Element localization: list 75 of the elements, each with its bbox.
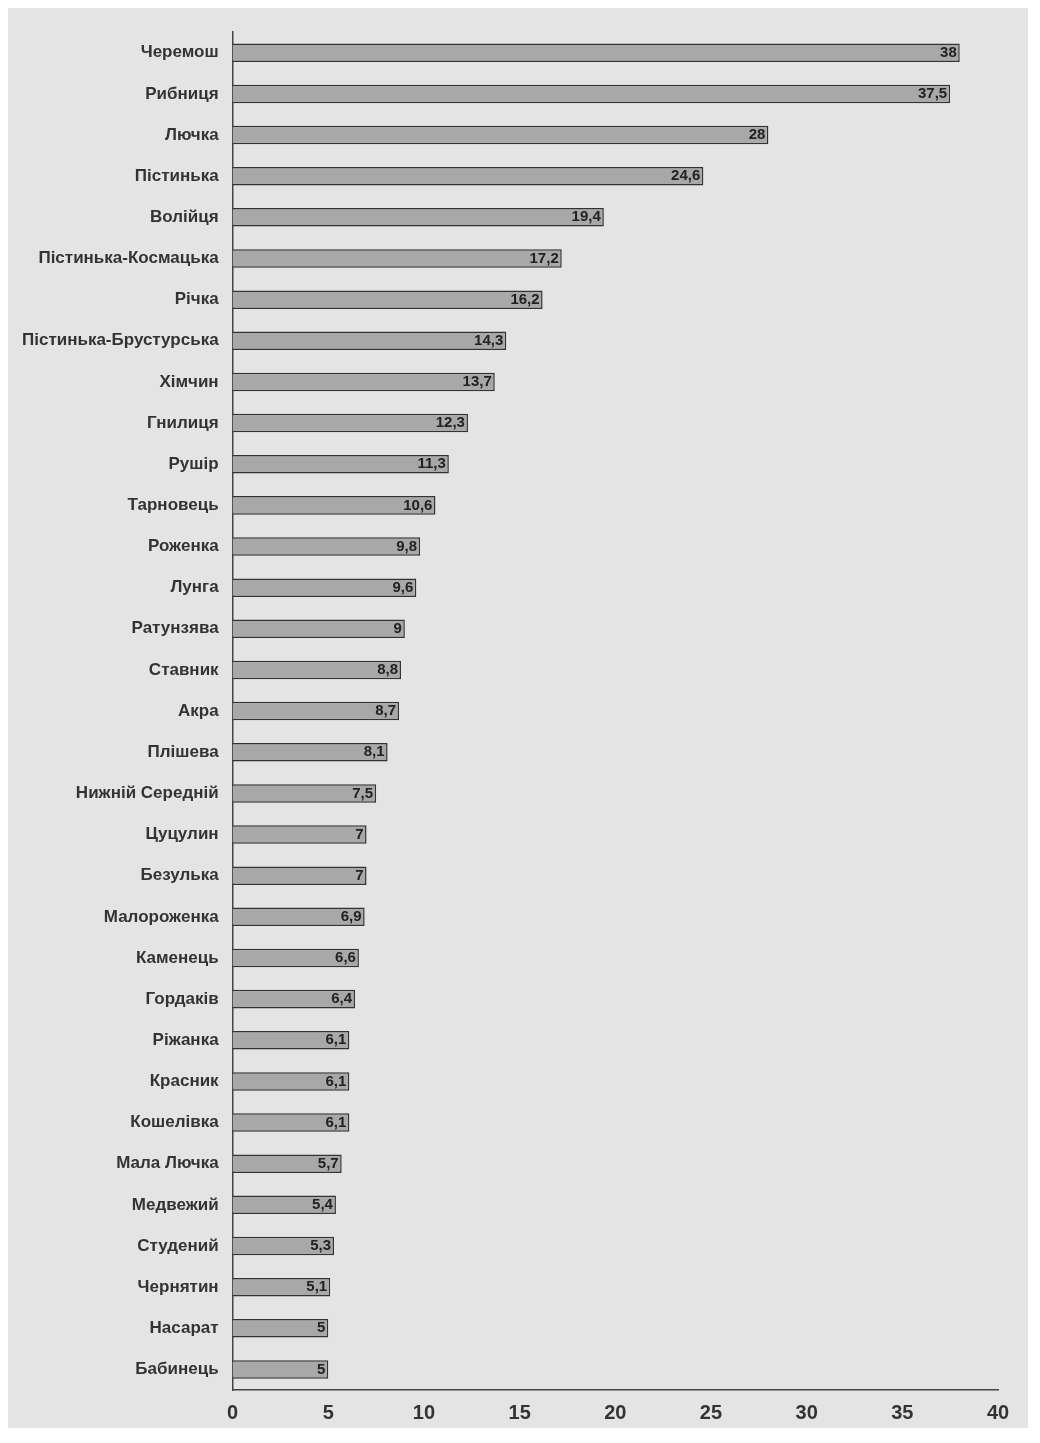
y-tick-label: Ратунзява — [131, 618, 220, 638]
data-label: 6,9 — [340, 906, 362, 924]
y-tick-label: Річка — [174, 289, 220, 309]
data-label: 16,2 — [510, 289, 540, 307]
y-tick-label: Рушір — [168, 453, 219, 473]
data-label: 7 — [355, 865, 364, 883]
x-tick-label: 15 — [508, 1400, 531, 1423]
x-tick-label: 35 — [891, 1400, 914, 1423]
x-tick-label: 0 — [227, 1400, 239, 1423]
data-label: 6,1 — [325, 1071, 347, 1089]
y-tick-label: Рибниця — [145, 83, 219, 103]
x-tick-label: 10 — [412, 1400, 436, 1423]
data-label: 14,3 — [474, 330, 504, 348]
y-tick-label: Бабинець — [135, 1359, 219, 1379]
y-tick-label: Красник — [149, 1071, 220, 1091]
data-label: 9,8 — [396, 536, 418, 554]
y-tick-label: Лючка — [164, 124, 220, 144]
data-label: 10,6 — [403, 495, 433, 513]
y-tick-label: Кошелівка — [130, 1112, 220, 1132]
data-label: 28 — [748, 125, 766, 143]
data-label: 6,6 — [335, 948, 356, 966]
x-tick-label: 5 — [322, 1400, 334, 1423]
data-label: 38 — [940, 42, 957, 60]
data-label: 6,4 — [331, 989, 353, 1007]
data-label: 5 — [316, 1359, 326, 1377]
y-tick-label: Тарновець — [127, 495, 219, 515]
y-tick-label: Хімчин — [159, 371, 219, 391]
y-tick-label: Лунга — [170, 577, 220, 597]
data-label: 5 — [316, 1318, 326, 1336]
y-tick-label: Малороженка — [103, 906, 220, 926]
data-label: 6,1 — [325, 1030, 347, 1048]
y-tick-label: Студений — [137, 1235, 219, 1255]
y-tick-label: Гордаків — [145, 988, 219, 1008]
y-tick-label: Акра — [177, 700, 220, 720]
y-tick-label: Гнилиця — [147, 412, 219, 432]
y-tick-label: Медвежий — [131, 1194, 219, 1214]
y-tick-label: Безулька — [140, 865, 220, 885]
x-tick-label: 25 — [699, 1400, 723, 1423]
data-label: 9,6 — [392, 577, 414, 595]
data-label: 24,6 — [671, 166, 701, 184]
y-tick-label: Пістинька-Брустурська — [21, 330, 220, 350]
data-label: 8,7 — [375, 701, 397, 719]
y-tick-label: Черемош — [140, 42, 219, 62]
data-label: 5,4 — [312, 1194, 334, 1212]
y-tick-label: Мала Лючка — [116, 1153, 220, 1173]
y-tick-label: Плішева — [147, 741, 220, 761]
data-label: 6,1 — [325, 1112, 347, 1130]
y-tick-label: Насарат — [149, 1317, 219, 1337]
x-tick-label: 40 — [986, 1400, 1010, 1423]
data-label: 7 — [355, 824, 364, 842]
y-tick-label: Нижній Середній — [75, 783, 219, 803]
data-label: 19,4 — [571, 207, 602, 225]
data-label: 7,5 — [352, 783, 374, 801]
y-tick-label: Цуцулин — [145, 824, 219, 844]
data-label: 8,1 — [363, 742, 385, 760]
data-label: 5,1 — [306, 1277, 328, 1295]
data-label: 12,3 — [435, 413, 465, 431]
data-label: 37,5 — [917, 84, 948, 102]
y-tick-label: Чернятин — [137, 1276, 219, 1296]
data-label: 13,7 — [462, 372, 492, 390]
x-tick-label: 20 — [604, 1400, 627, 1423]
data-label: 8,8 — [377, 660, 398, 678]
data-label: 17,2 — [529, 248, 559, 266]
y-tick-label: Пістинька — [134, 165, 220, 185]
y-tick-label: Роженка — [148, 536, 220, 556]
x-tick-label: 30 — [795, 1400, 818, 1423]
y-tick-label: Пістинька-Космацька — [38, 248, 220, 268]
y-tick-label: Ріжанка — [152, 1029, 220, 1049]
y-tick-label: Волійця — [150, 207, 219, 227]
data-label: 11,3 — [417, 454, 446, 472]
y-tick-label: Ставник — [148, 659, 220, 679]
data-label: 9 — [393, 618, 402, 636]
data-label: 5,3 — [310, 1236, 332, 1254]
data-label: 5,7 — [317, 1153, 339, 1171]
y-tick-label: Каменець — [135, 947, 219, 967]
